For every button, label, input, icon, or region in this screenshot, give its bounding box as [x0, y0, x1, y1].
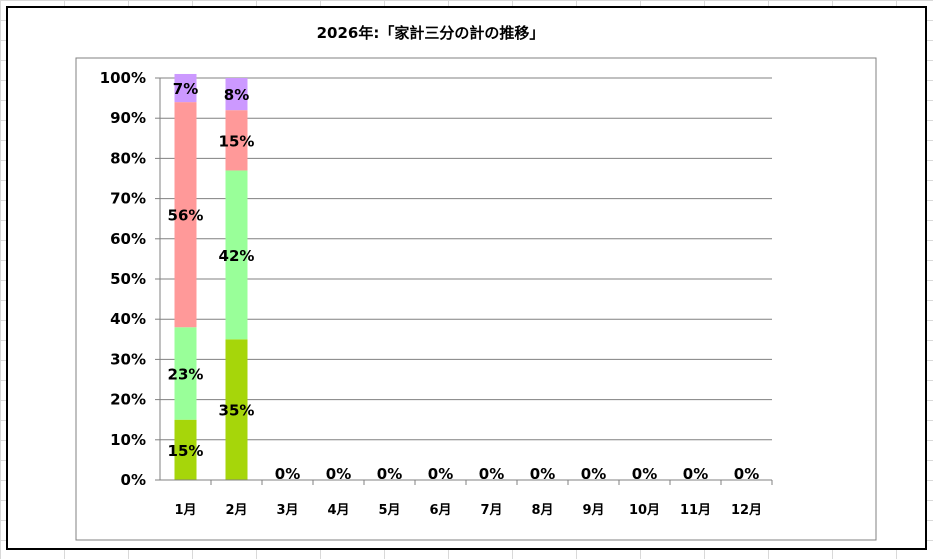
bar-segment[interactable]: [225, 110, 248, 171]
bar-segment[interactable]: [174, 419, 197, 480]
data-label: 7%: [173, 80, 198, 98]
bar-segment[interactable]: [225, 78, 248, 111]
y-tick-label: 30%: [110, 350, 146, 368]
x-tick-label: 8月: [531, 503, 553, 518]
y-tick-label: 0%: [121, 471, 146, 489]
x-tick-label: 7月: [480, 503, 502, 518]
data-label: 23%: [168, 365, 204, 383]
data-label: 15%: [168, 442, 204, 460]
y-tick-label: 50%: [110, 270, 146, 288]
data-label: 35%: [219, 402, 255, 420]
x-tick-label: 11月: [680, 503, 711, 518]
data-label: 0%: [734, 465, 759, 483]
x-tick-label: 1月: [174, 503, 196, 518]
bar-segment[interactable]: [225, 170, 248, 340]
x-tick-label: 12月: [731, 503, 762, 518]
data-label: 0%: [530, 465, 555, 483]
data-label: 15%: [219, 132, 255, 150]
data-label: 0%: [377, 465, 402, 483]
data-label: 0%: [581, 465, 606, 483]
data-label: 0%: [275, 465, 300, 483]
data-label: 8%: [224, 86, 249, 104]
x-tick-label: 5月: [378, 503, 400, 518]
y-tick-label: 40%: [110, 310, 146, 328]
data-label: 0%: [428, 465, 453, 483]
bar-segment[interactable]: [174, 102, 197, 328]
data-label: 0%: [326, 465, 351, 483]
y-tick-label: 90%: [110, 109, 146, 127]
x-tick-label: 4月: [327, 503, 349, 518]
x-tick-label: 3月: [276, 503, 298, 518]
y-tick-label: 80%: [110, 149, 146, 167]
data-label: 0%: [632, 465, 657, 483]
bar-segment[interactable]: [174, 327, 197, 420]
y-tick-label: 60%: [110, 230, 146, 248]
x-tick-label: 10月: [629, 503, 660, 518]
bar-segment[interactable]: [174, 73, 197, 103]
y-tick-label: 100%: [100, 69, 146, 87]
x-tick-label: 9月: [582, 503, 604, 518]
y-tick-label: 10%: [110, 431, 146, 449]
data-label: 0%: [479, 465, 504, 483]
bar-segment[interactable]: [225, 339, 248, 480]
data-label: 42%: [219, 247, 255, 265]
chart-title: 2026年:「家計三分の計の推移」: [316, 24, 545, 42]
data-label: 0%: [683, 465, 708, 483]
y-tick-label: 20%: [110, 391, 146, 409]
x-tick-label: 2月: [225, 503, 247, 518]
plot-area: [75, 57, 877, 541]
y-tick-label: 70%: [110, 190, 146, 208]
x-tick-label: 6月: [429, 503, 451, 518]
data-label: 56%: [168, 207, 204, 225]
